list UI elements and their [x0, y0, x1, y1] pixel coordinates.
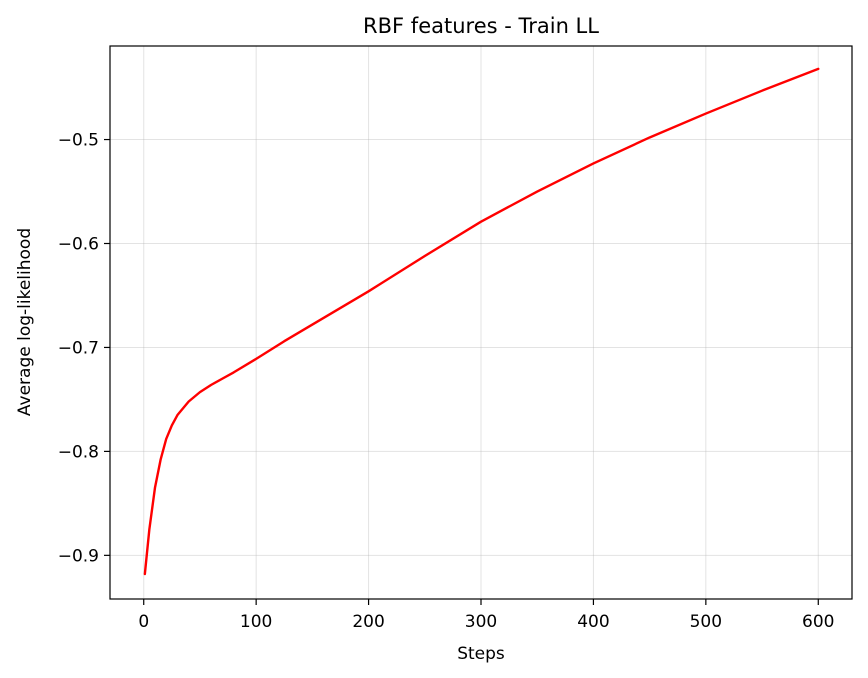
series-layer — [143, 67, 820, 576]
x-tick-label: 300 — [465, 612, 497, 632]
x-tick-label: 200 — [352, 612, 384, 632]
x-tick-label: 500 — [690, 612, 722, 632]
grid — [110, 46, 852, 599]
x-axis-label: Steps — [457, 644, 505, 664]
x-tick-label: 0 — [138, 612, 149, 632]
series-line — [143, 67, 820, 576]
x-tick-label: 600 — [802, 612, 834, 632]
x-tick-label: 100 — [240, 612, 272, 632]
y-tick-label: −0.9 — [58, 546, 99, 566]
y-axis: −0.9 −0.8 −0.7 −0.6 −0.5 — [58, 131, 110, 566]
y-tick-label: −0.6 — [58, 235, 99, 255]
y-tick-label: −0.5 — [58, 131, 99, 151]
y-axis-label: Average log-likelihood — [15, 228, 35, 416]
chart-title: RBF features - Train LL — [363, 14, 599, 38]
y-tick-label: −0.8 — [58, 442, 99, 462]
x-axis: 0 100 200 300 400 500 600 — [138, 599, 834, 632]
x-tick-label: 400 — [577, 612, 609, 632]
y-tick-label: −0.7 — [58, 338, 99, 358]
